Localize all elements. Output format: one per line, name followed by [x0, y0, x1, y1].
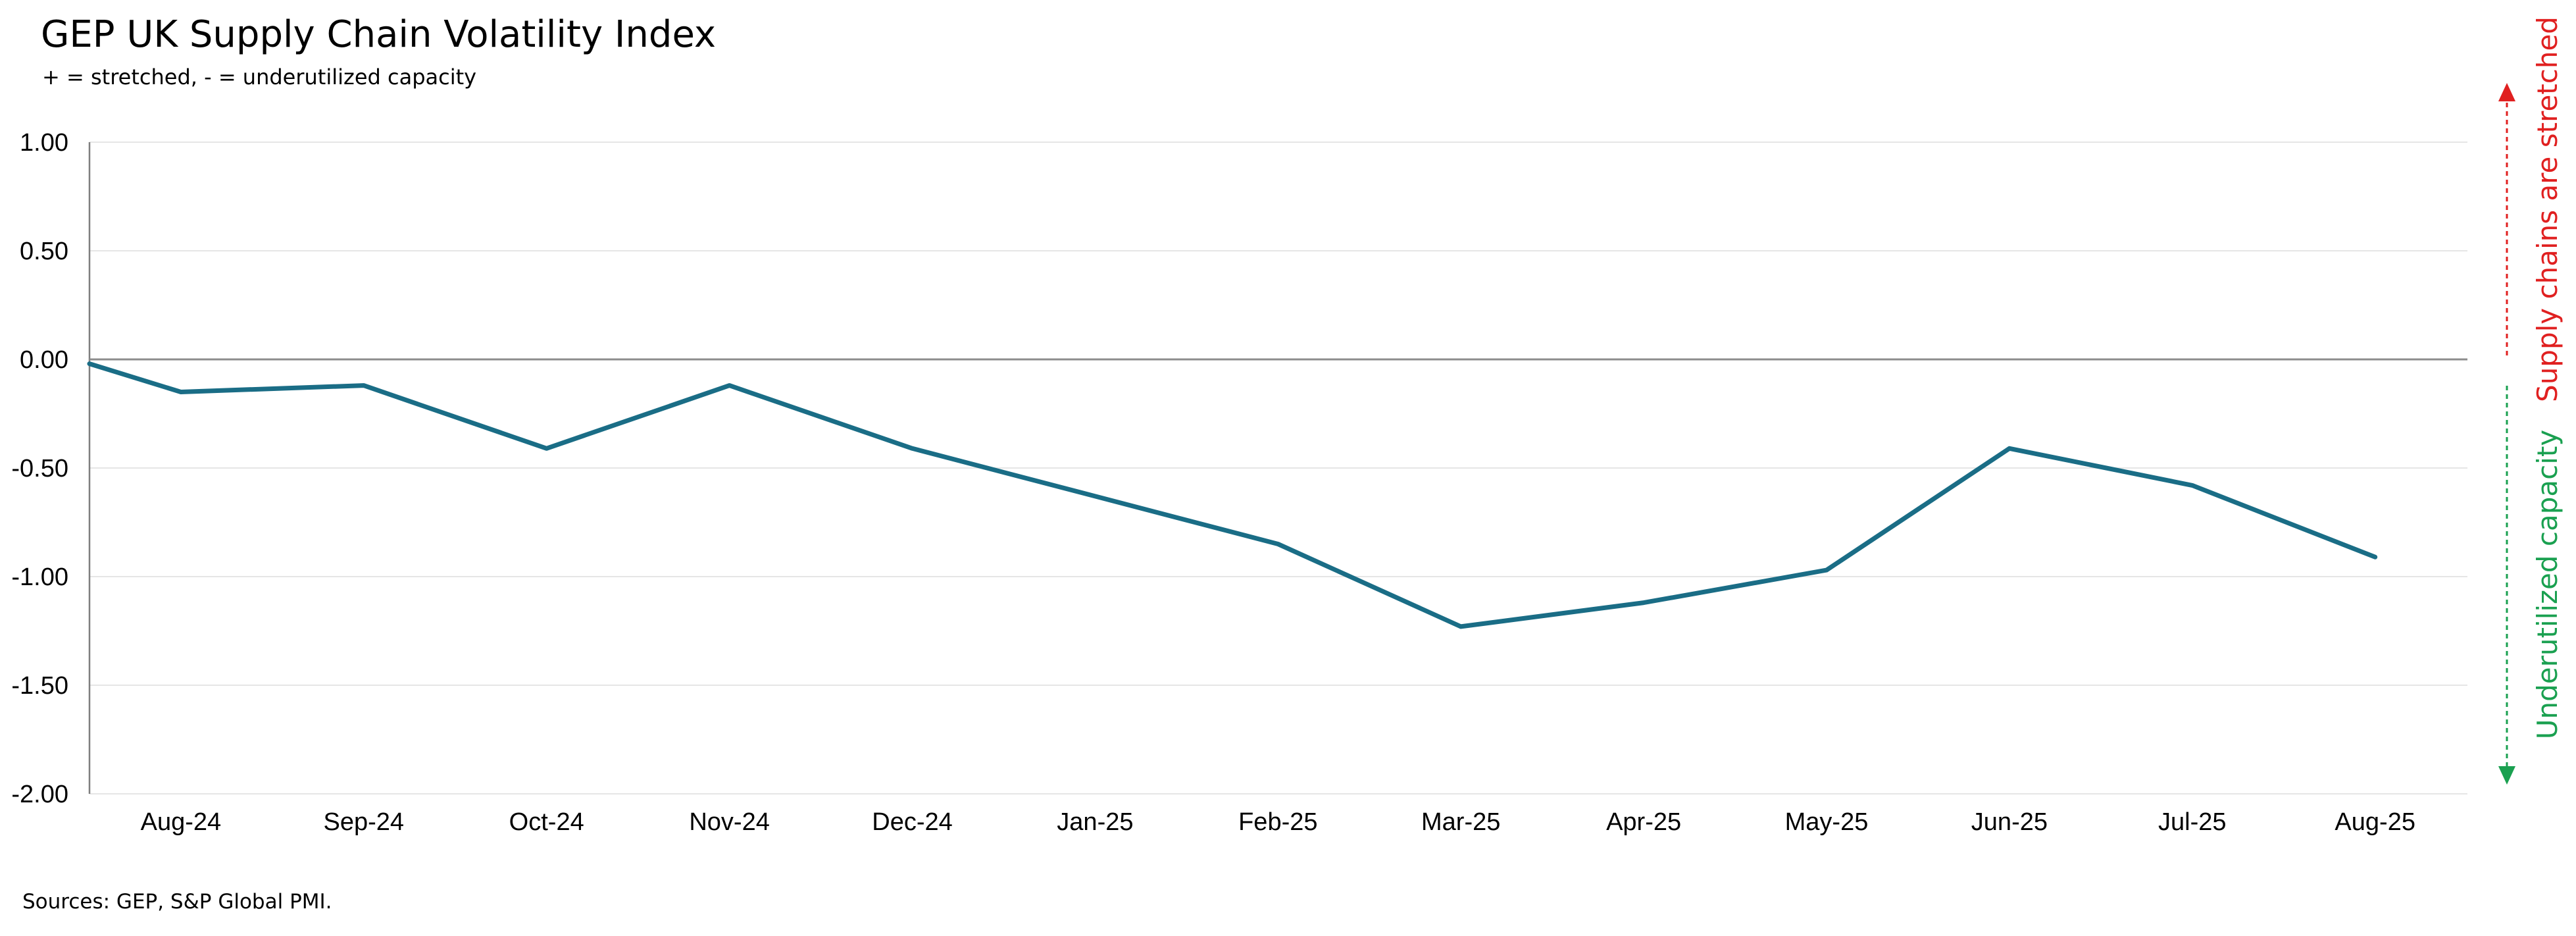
x-tick-label: Aug-25	[2335, 808, 2415, 836]
series	[87, 361, 2378, 629]
chart-subtitle: + = stretched, - = underutilized capacit…	[42, 65, 477, 90]
x-tick-label: Jul-25	[2158, 808, 2227, 836]
x-tick-label: Sep-24	[324, 808, 405, 836]
x-tick-label: Mar-25	[1421, 808, 1500, 836]
series-line	[87, 361, 2378, 629]
x-tick-label: Oct-24	[509, 808, 584, 836]
y-tick-label: -1.00	[11, 563, 68, 591]
gridlines	[89, 142, 2467, 794]
y-tick-label: 1.00	[20, 129, 68, 157]
source-note: Sources: GEP, S&P Global PMI.	[22, 890, 332, 914]
tick-labels: 1.00 0.50 0.00 -0.50 -1.00 -1.50 -2.00 Aug-24 Se…	[11, 129, 2415, 836]
x-tick-label: Jan-25	[1057, 808, 1133, 836]
x-tick-label: Jun-25	[1971, 808, 2048, 836]
x-tick-label: Nov-24	[689, 808, 770, 836]
underutilized-arrow-head	[2498, 766, 2515, 785]
y-tick-label: -1.50	[11, 672, 68, 700]
side-annotations: Supply chains are stretched Underutilized…	[2498, 16, 2563, 785]
x-tick-label: Feb-25	[1238, 808, 1317, 836]
x-tick-label: Aug-24	[141, 808, 222, 836]
y-tick-label: -2.00	[11, 781, 68, 808]
x-tick-label: Dec-24	[872, 808, 953, 836]
stretched-arrow-head	[2498, 83, 2515, 101]
x-tick-label: Apr-25	[1606, 808, 1681, 836]
y-tick-label: 0.50	[20, 238, 68, 265]
y-tick-label: 0.00	[20, 346, 68, 374]
axes	[88, 142, 2467, 794]
y-tick-label: -0.50	[11, 455, 68, 482]
x-tick-label: May-25	[1785, 808, 1869, 836]
stretched-label: Supply chains are stretched	[2531, 16, 2563, 402]
underutilized-label: Underutilized capacity	[2531, 430, 2563, 739]
chart-title: GEP UK Supply Chain Volatility Index	[41, 13, 717, 56]
